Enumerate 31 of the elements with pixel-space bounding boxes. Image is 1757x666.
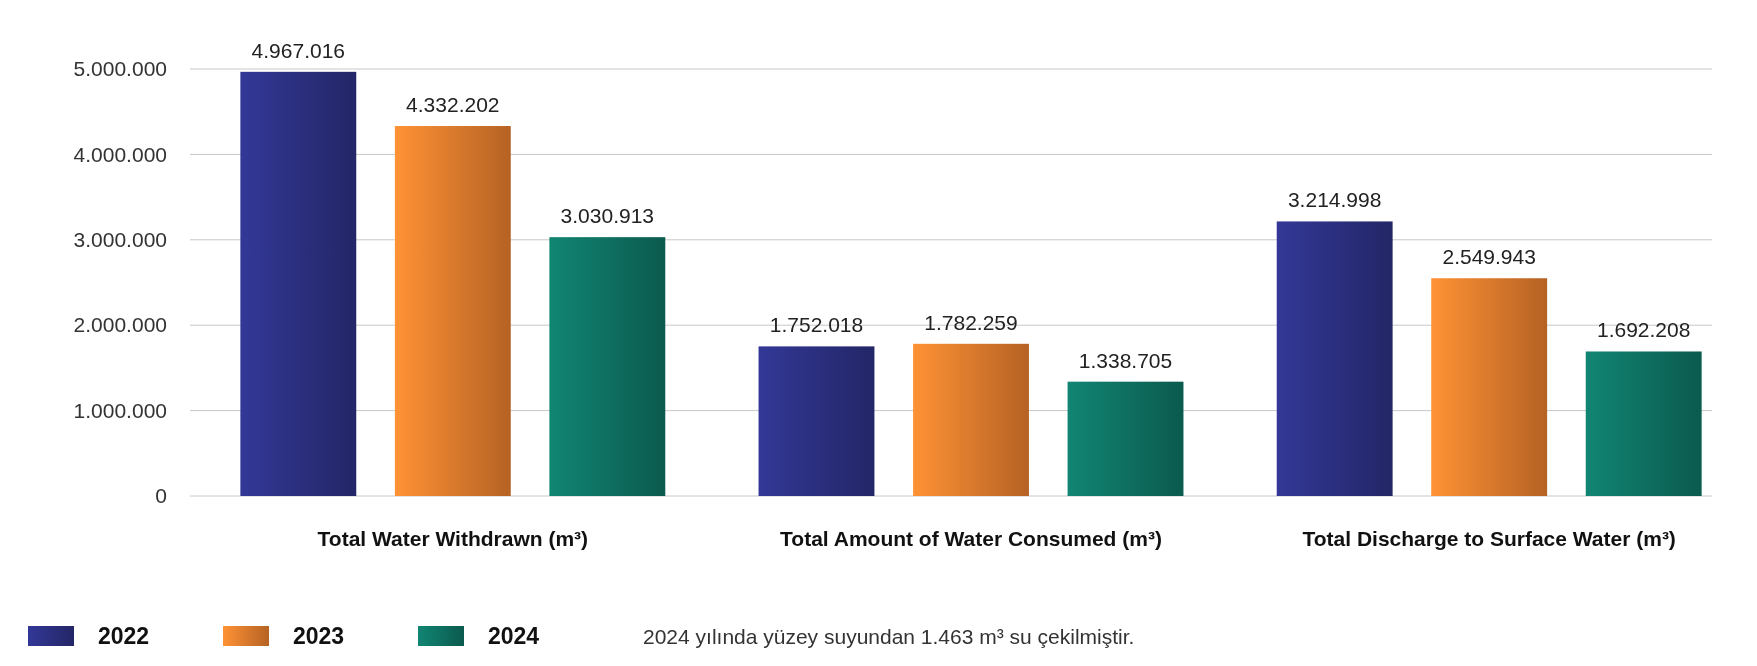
- bar: [758, 346, 875, 496]
- bar: [1067, 381, 1184, 496]
- data-label: 1.338.705: [1078, 348, 1173, 372]
- data-label: 3.030.913: [560, 204, 655, 228]
- bar: [1276, 221, 1393, 496]
- data-label: 1.692.208: [1596, 318, 1691, 342]
- x-tick-label: Total Discharge to Surface Water (m³): [1302, 527, 1676, 550]
- bar: [240, 71, 357, 496]
- bar: [913, 343, 1029, 496]
- y-tick-label: 4.000.000: [73, 142, 167, 166]
- bar: [1585, 351, 1702, 496]
- data-label: 2.549.943: [1442, 245, 1536, 269]
- y-tick-label: 2.000.000: [73, 313, 167, 337]
- x-tick-label: Total Water Withdrawn (m³): [317, 527, 589, 550]
- x-tick-label: Total Amount of Water Consumed (m³): [780, 527, 1162, 550]
- legend-label: 2024: [488, 623, 540, 649]
- y-tick-label: 5.000.000: [73, 57, 167, 81]
- data-label: 4.967.016: [251, 38, 346, 62]
- y-tick-label: 3.000.000: [73, 228, 167, 252]
- bar: [394, 126, 511, 496]
- data-label: 1.782.259: [924, 310, 1018, 334]
- data-label: 4.332.202: [406, 93, 500, 117]
- legend-label: 2022: [98, 623, 150, 649]
- data-label: 3.214.998: [1287, 188, 1382, 212]
- legend-label: 2023: [293, 623, 345, 649]
- bar: [1431, 278, 1548, 496]
- y-tick-label: 0: [155, 484, 167, 508]
- y-tick-label: 1.000.000: [73, 398, 167, 422]
- data-label: 1.752.018: [769, 313, 864, 337]
- bar: [549, 237, 666, 496]
- text: 2024 yılında yüzey suyundan 1.463 m³ su çekilmiştir.: [643, 625, 1135, 648]
